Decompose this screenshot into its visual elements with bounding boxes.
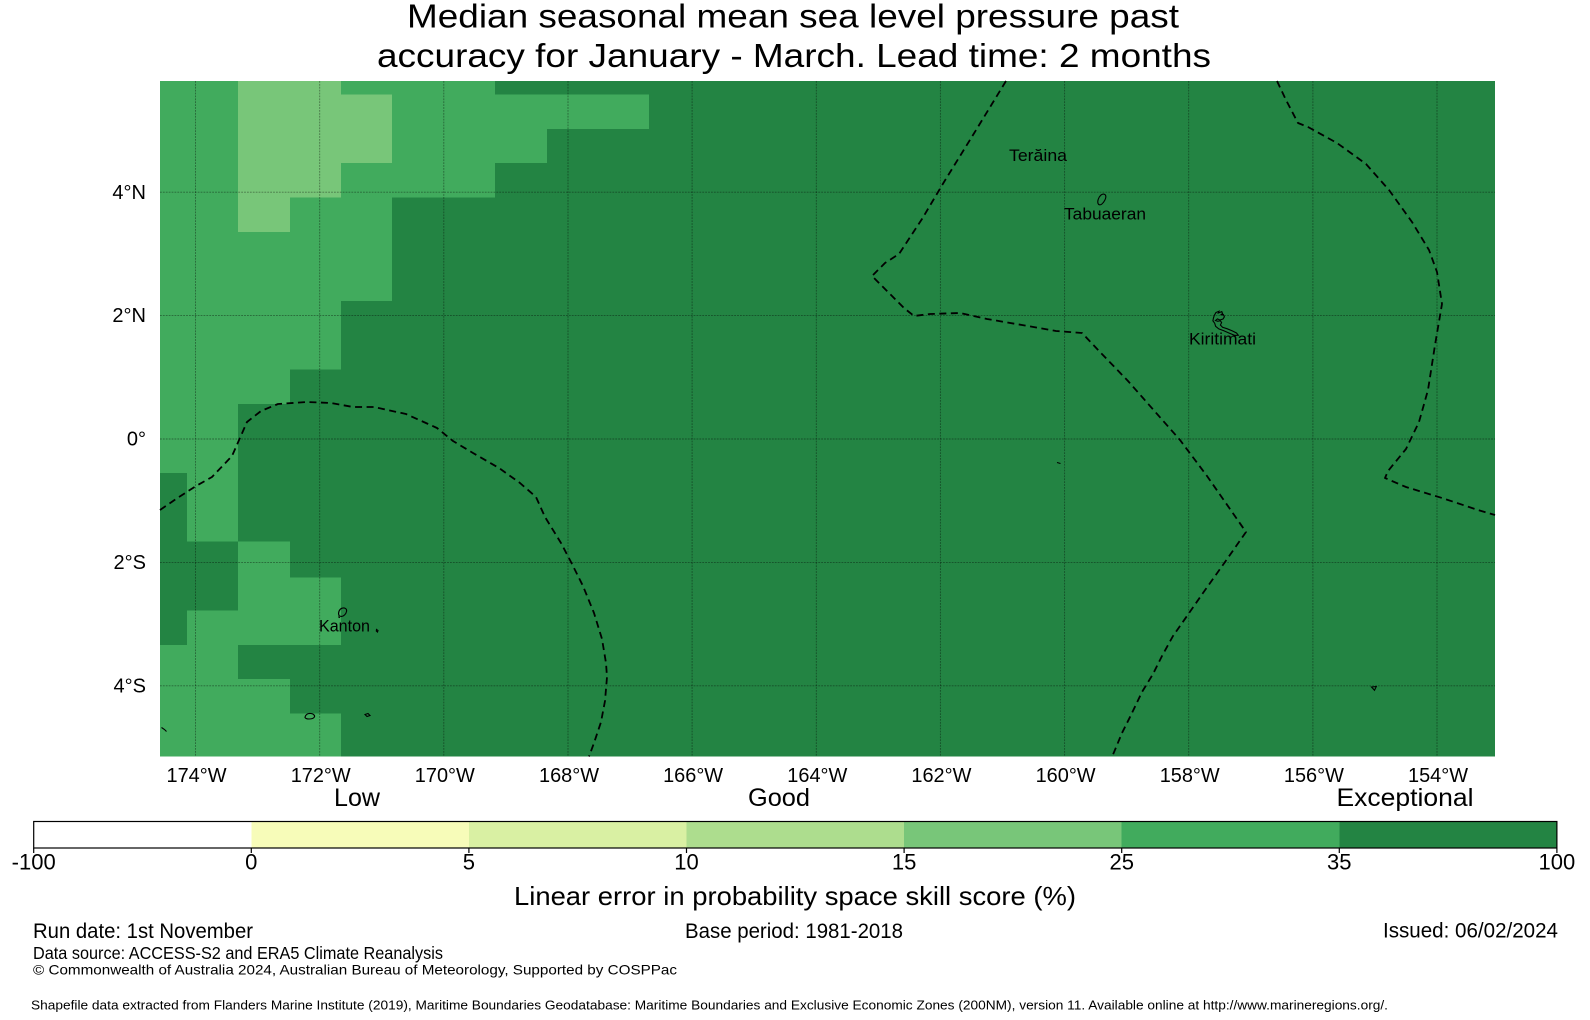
svg-text:166°W: 166°W: [663, 765, 723, 787]
svg-text:25: 25: [1109, 850, 1133, 875]
svg-text:100: 100: [1539, 850, 1576, 875]
svg-text:Good: Good: [748, 784, 810, 812]
svg-text:2°N: 2°N: [112, 305, 146, 327]
svg-text:Low: Low: [334, 784, 381, 812]
svg-text:Data source: ACCESS-S2 and ERA: Data source: ACCESS-S2 and ERA5 Climate …: [33, 943, 443, 963]
svg-text:Terăina: Terăina: [1009, 146, 1068, 165]
svg-text:Median seasonal mean sea level: Median seasonal mean sea level pressure …: [407, 0, 1179, 35]
svg-text:168°W: 168°W: [539, 765, 599, 787]
svg-text:4°S: 4°S: [114, 675, 146, 697]
svg-text:Linear error in probability sp: Linear error in probability space skill …: [514, 881, 1076, 911]
svg-text:10: 10: [674, 850, 698, 875]
svg-text:Kanton: Kanton: [319, 617, 370, 636]
svg-text:Shapefile data extracted from: Shapefile data extracted from Flanders M…: [31, 998, 1388, 1013]
svg-text:0: 0: [245, 850, 257, 875]
svg-text:4°N: 4°N: [112, 182, 146, 204]
svg-text:accuracy for January - March.: accuracy for January - March. Lead time:…: [377, 37, 1211, 74]
svg-text:174°W: 174°W: [167, 765, 227, 787]
svg-text:154°W: 154°W: [1408, 765, 1468, 787]
svg-text:Base period: 1981-2018: Base period: 1981-2018: [685, 920, 903, 943]
svg-text:Kiritimati: Kiritimati: [1189, 330, 1256, 349]
svg-text:2°S: 2°S: [114, 552, 146, 574]
svg-text:160°W: 160°W: [1036, 765, 1096, 787]
svg-text:164°W: 164°W: [787, 765, 847, 787]
svg-text:0°: 0°: [127, 429, 146, 451]
svg-text:© Commonwealth of Australia 20: © Commonwealth of Australia 2024, Austra…: [33, 961, 677, 977]
svg-text:158°W: 158°W: [1160, 765, 1220, 787]
svg-text:172°W: 172°W: [291, 765, 351, 787]
svg-text:156°W: 156°W: [1284, 765, 1344, 787]
svg-text:Issued: 06/02/2024: Issued: 06/02/2024: [1383, 920, 1558, 943]
svg-text:Tabuaeran: Tabuaeran: [1064, 205, 1146, 224]
svg-text:5: 5: [463, 850, 475, 875]
svg-text:15: 15: [892, 850, 916, 875]
svg-text:170°W: 170°W: [415, 765, 475, 787]
svg-text:Exceptional: Exceptional: [1337, 784, 1474, 812]
svg-text:162°W: 162°W: [911, 765, 971, 787]
svg-text:35: 35: [1327, 850, 1351, 875]
svg-text:Run date: 1st November: Run date: 1st November: [33, 920, 253, 943]
svg-text:-100: -100: [12, 850, 56, 875]
